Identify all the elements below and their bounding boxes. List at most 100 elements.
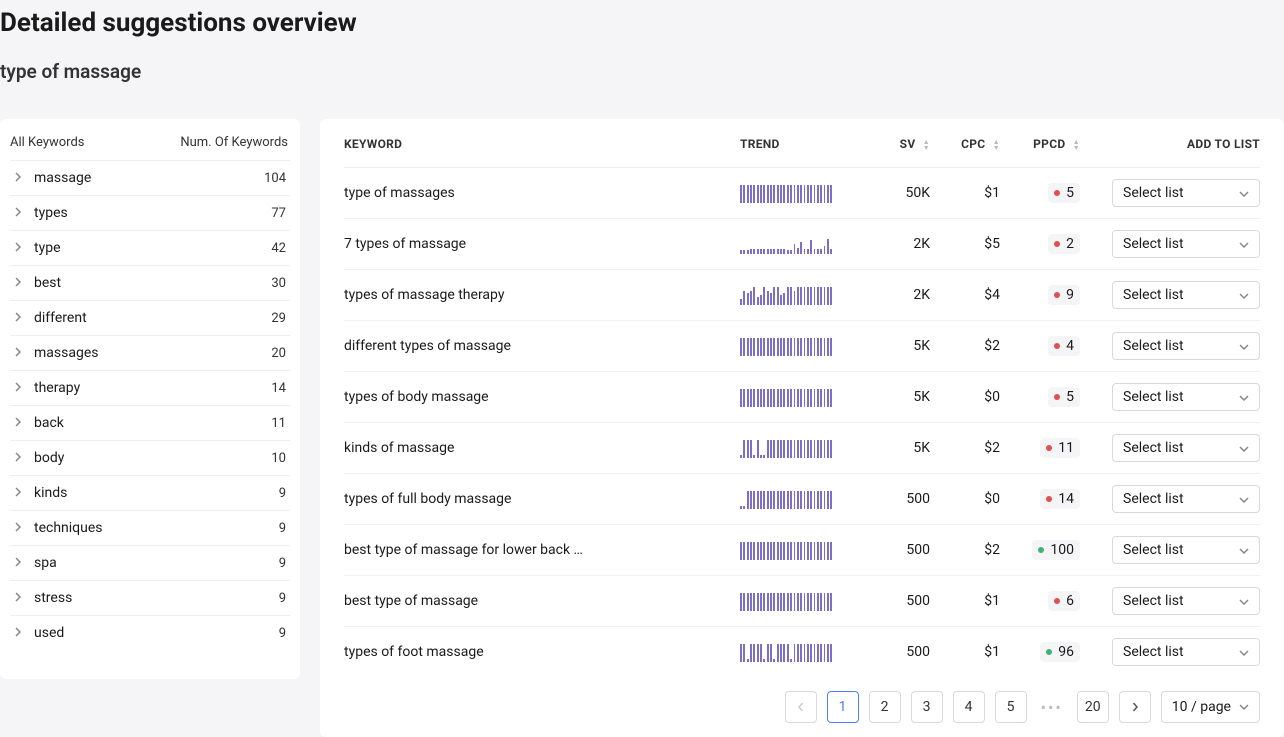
select-list-dropdown[interactable]: Select list	[1112, 230, 1260, 258]
ppcd-cell: 96	[1000, 642, 1080, 662]
pagination-page-button[interactable]: 5	[995, 691, 1027, 723]
trend-cell	[740, 540, 860, 560]
sidebar-item[interactable]: types77	[10, 195, 290, 230]
add-to-list-cell: Select list	[1080, 485, 1260, 513]
sidebar-item[interactable]: different29	[10, 300, 290, 335]
sidebar-item[interactable]: kinds9	[10, 475, 290, 510]
ppcd-value: 2	[1066, 236, 1074, 252]
trend-cell	[740, 489, 860, 509]
sidebar-item[interactable]: massage104	[10, 160, 290, 195]
keyword-cell: types of foot massage	[344, 644, 740, 660]
keyword-cell: type of massages	[344, 185, 740, 201]
sidebar-item-label: massages	[34, 345, 271, 361]
sv-cell: 50K	[860, 185, 930, 201]
keyword-cell: types of body massage	[344, 389, 740, 405]
add-to-list-cell: Select list	[1080, 230, 1260, 258]
select-list-label: Select list	[1123, 338, 1184, 354]
select-list-dropdown[interactable]: Select list	[1112, 485, 1260, 513]
pagination-last-button[interactable]: 20	[1077, 691, 1109, 723]
status-dot	[1054, 190, 1060, 196]
pagination: 12345 ••• 20 10 / page	[344, 691, 1260, 723]
trend-sparkline	[740, 438, 832, 458]
sidebar-item[interactable]: best30	[10, 265, 290, 300]
trend-cell	[740, 336, 860, 356]
keyword-cell: best type of massage for lower back …	[344, 542, 740, 558]
sv-cell: 5K	[860, 440, 930, 456]
chevron-down-icon	[1239, 645, 1249, 659]
table-row: type of massages50K$15Select list	[344, 168, 1260, 219]
chevron-right-icon	[14, 241, 34, 255]
sidebar-item[interactable]: techniques9	[10, 510, 290, 545]
column-add-to-list: ADD TO LIST	[1080, 137, 1260, 151]
pagination-page-button[interactable]: 1	[827, 691, 859, 723]
sidebar-title-left: All Keywords	[10, 135, 85, 150]
pagination-prev-button[interactable]	[785, 691, 817, 723]
column-keyword[interactable]: KEYWORD	[344, 137, 740, 151]
ppcd-value: 96	[1058, 644, 1074, 660]
sort-icon: ▲▼	[993, 139, 1000, 151]
sidebar-item[interactable]: massages20	[10, 335, 290, 370]
trend-cell	[740, 183, 860, 203]
trend-sparkline	[740, 489, 832, 509]
status-dot	[1046, 649, 1052, 655]
sidebar-item[interactable]: spa9	[10, 545, 290, 580]
sidebar-item-label: best	[34, 275, 271, 291]
sidebar-item-count: 14	[271, 381, 286, 396]
column-ppcd[interactable]: PPCD ▲▼	[1000, 137, 1080, 151]
ppcd-cell: 5	[1000, 387, 1080, 407]
chevron-down-icon	[1239, 288, 1249, 302]
chevron-right-icon	[14, 591, 34, 605]
status-dot	[1054, 394, 1060, 400]
sidebar-item[interactable]: therapy14	[10, 370, 290, 405]
pagination-page-button[interactable]: 3	[911, 691, 943, 723]
select-list-label: Select list	[1123, 491, 1184, 507]
chevron-right-icon	[14, 311, 34, 325]
ppcd-value: 4	[1066, 338, 1074, 354]
sidebar-item[interactable]: used9	[10, 615, 290, 650]
pagination-next-button[interactable]	[1119, 691, 1151, 723]
ppcd-badge: 6	[1048, 591, 1080, 611]
chevron-down-icon	[1239, 594, 1249, 608]
trend-sparkline	[740, 387, 832, 407]
ppcd-badge: 4	[1048, 336, 1080, 356]
sidebar-item[interactable]: type42	[10, 230, 290, 265]
page-size-select[interactable]: 10 / page	[1161, 691, 1260, 723]
chevron-right-icon	[14, 381, 34, 395]
sv-cell: 5K	[860, 338, 930, 354]
trend-cell	[740, 642, 860, 662]
select-list-dropdown[interactable]: Select list	[1112, 638, 1260, 666]
select-list-dropdown[interactable]: Select list	[1112, 179, 1260, 207]
cpc-cell: $0	[930, 389, 1000, 405]
add-to-list-cell: Select list	[1080, 638, 1260, 666]
sidebar-item[interactable]: back11	[10, 405, 290, 440]
column-cpc[interactable]: CPC ▲▼	[930, 137, 1000, 151]
chevron-right-icon	[14, 486, 34, 500]
sidebar-item-label: kinds	[34, 485, 279, 501]
pagination-page-button[interactable]: 4	[953, 691, 985, 723]
sidebar-item-count: 9	[279, 556, 286, 571]
sidebar-item-label: massage	[34, 170, 264, 186]
ppcd-value: 6	[1066, 593, 1074, 609]
sort-icon: ▲▼	[1073, 139, 1080, 151]
chevron-right-icon	[14, 416, 34, 430]
pagination-page-button[interactable]: 2	[869, 691, 901, 723]
chevron-left-icon	[796, 702, 806, 712]
column-sv[interactable]: SV ▲▼	[860, 137, 930, 151]
ppcd-badge: 5	[1048, 387, 1080, 407]
add-to-list-cell: Select list	[1080, 281, 1260, 309]
ppcd-value: 5	[1066, 185, 1074, 201]
trend-cell	[740, 438, 860, 458]
sv-cell: 500	[860, 542, 930, 558]
sidebar-item[interactable]: stress9	[10, 580, 290, 615]
select-list-dropdown[interactable]: Select list	[1112, 281, 1260, 309]
sidebar-item[interactable]: body10	[10, 440, 290, 475]
select-list-dropdown[interactable]: Select list	[1112, 536, 1260, 564]
sidebar-item-label: back	[34, 415, 271, 431]
ppcd-cell: 5	[1000, 183, 1080, 203]
ppcd-value: 5	[1066, 389, 1074, 405]
select-list-dropdown[interactable]: Select list	[1112, 587, 1260, 615]
select-list-dropdown[interactable]: Select list	[1112, 332, 1260, 360]
select-list-dropdown[interactable]: Select list	[1112, 383, 1260, 411]
select-list-dropdown[interactable]: Select list	[1112, 434, 1260, 462]
cpc-cell: $2	[930, 440, 1000, 456]
